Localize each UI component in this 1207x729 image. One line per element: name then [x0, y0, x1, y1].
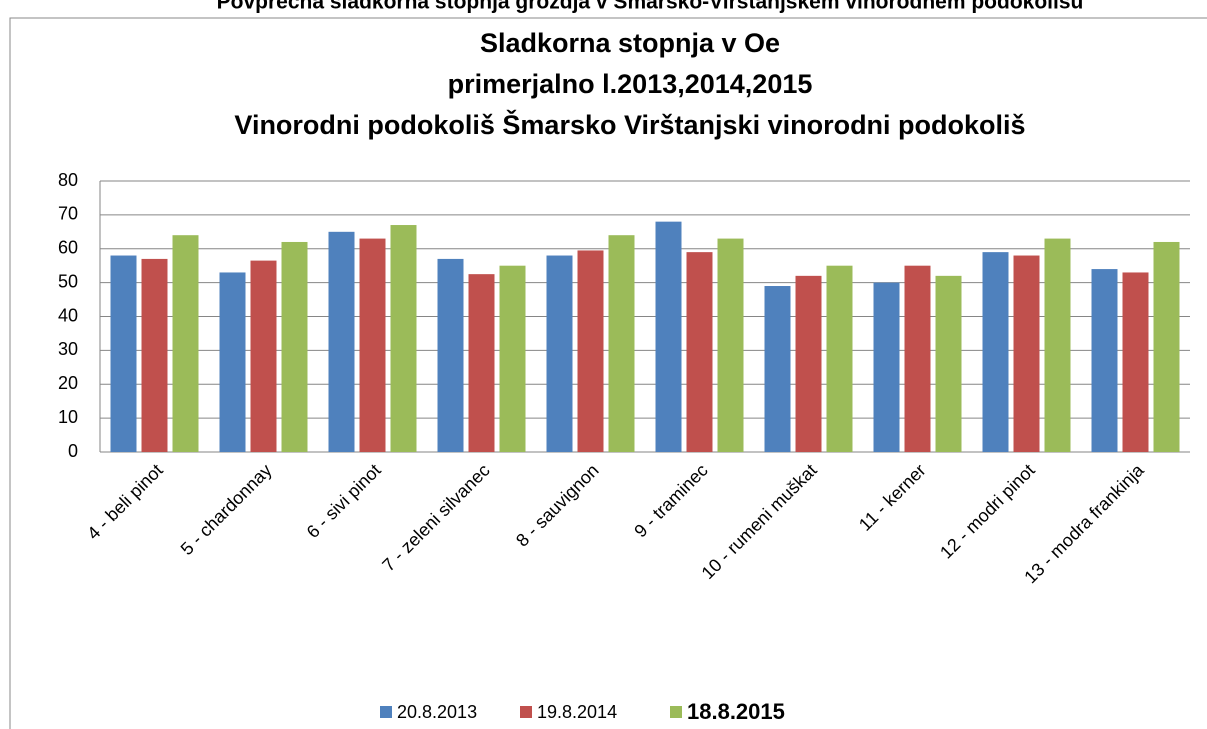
legend-label: 20.8.2013: [397, 702, 477, 722]
bar: [1013, 255, 1040, 452]
chart-title: Sladkorna stopnja v Oe: [480, 28, 780, 58]
bar: [110, 255, 137, 452]
bar: [764, 286, 791, 452]
bar: [390, 225, 417, 452]
x-tick-label: 8 - sauvignon: [512, 460, 603, 551]
bar: [468, 274, 495, 452]
x-tick-label: 9 - traminec: [630, 460, 711, 541]
legend-label: 18.8.2015: [687, 699, 785, 724]
legend-label: 19.8.2014: [537, 702, 617, 722]
x-tick-label: 11 - kerner: [855, 460, 930, 535]
bar: [219, 272, 246, 452]
bar: [826, 265, 853, 452]
x-tick-label: 10 - rumeni muškat: [698, 460, 821, 583]
bar: [1122, 272, 1149, 452]
bar: [1044, 238, 1071, 452]
bar: [1153, 241, 1180, 452]
bar: [655, 221, 682, 452]
y-tick-label: 0: [68, 441, 78, 461]
legend-swatch: [520, 706, 532, 718]
bar: [935, 275, 962, 452]
bar: [172, 235, 199, 452]
x-tick-label: 6 - sivi pinot: [303, 460, 385, 542]
bar: [608, 235, 635, 452]
y-tick-label: 80: [58, 170, 78, 190]
y-tick-label: 70: [58, 204, 78, 224]
bar: [437, 258, 464, 452]
bar: [873, 282, 900, 452]
x-tick-label: 5 - chardonnay: [177, 460, 276, 559]
bar: [904, 265, 931, 452]
x-tick-label: 4 - beli pinot: [83, 460, 166, 543]
x-tick-label: 13 - modra frankinja: [1020, 459, 1148, 587]
y-tick-label: 10: [58, 407, 78, 427]
y-tick-label: 50: [58, 271, 78, 291]
y-tick-label: 60: [58, 238, 78, 258]
y-tick-label: 30: [58, 339, 78, 359]
bar: [328, 231, 355, 452]
bar: [359, 238, 386, 452]
bar: [717, 238, 744, 452]
chart-border: [9, 17, 1207, 729]
bar: [982, 252, 1009, 452]
legend-swatch: [380, 706, 392, 718]
bar: [250, 260, 277, 452]
page-title: Povprečna sladkorna stopnja grozdja v Šm…: [217, 0, 1084, 14]
y-tick-label: 20: [58, 373, 78, 393]
bar: [795, 275, 822, 452]
bar: [686, 252, 713, 452]
bar: [281, 241, 308, 452]
bar: [546, 255, 573, 452]
bar: [499, 265, 526, 452]
x-tick-label: 7 - zeleni silvanec: [378, 460, 493, 575]
bar: [1091, 269, 1118, 452]
legend-swatch: [670, 706, 682, 718]
x-tick-label: 12 - modri pinot: [936, 460, 1039, 563]
bar: [141, 258, 168, 452]
bar: [577, 250, 604, 452]
chart-title: primerjalno l.2013,2014,2015: [448, 69, 813, 99]
y-tick-label: 40: [58, 305, 78, 325]
chart-title: Vinorodni podokoliš Šmarsko Virštanjski …: [234, 109, 1025, 140]
